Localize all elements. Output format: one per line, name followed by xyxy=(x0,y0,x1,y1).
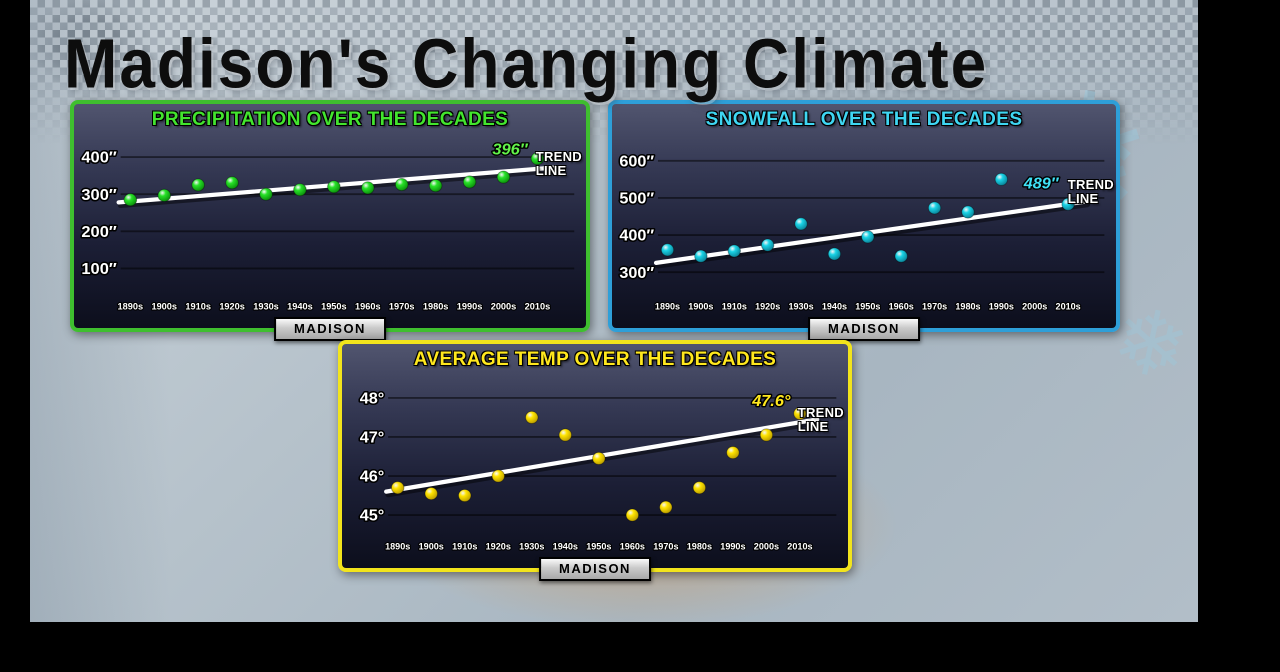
svg-text:1950s: 1950s xyxy=(855,302,880,312)
precipitation-chart: PRECIPITATION OVER THE DECADES 400″ 300″ 2… xyxy=(70,100,590,341)
trend-line-label-word2: LINE xyxy=(1067,191,1099,207)
svg-text:1920s: 1920s xyxy=(486,542,511,552)
svg-text:600″: 600″ xyxy=(619,153,654,171)
svg-text:300″: 300″ xyxy=(619,264,654,282)
svg-text:1890s: 1890s xyxy=(385,542,410,552)
svg-text:100″: 100″ xyxy=(81,260,117,278)
svg-text:400″: 400″ xyxy=(81,149,117,167)
svg-text:1940s: 1940s xyxy=(822,302,847,312)
svg-text:1910s: 1910s xyxy=(722,302,747,312)
svg-text:500″: 500″ xyxy=(619,190,654,208)
trend-line-label: TREND LINE xyxy=(797,405,844,435)
svg-text:2000s: 2000s xyxy=(1022,302,1047,312)
svg-text:1910s: 1910s xyxy=(452,542,477,552)
svg-text:1890s: 1890s xyxy=(118,302,144,312)
svg-text:1960s: 1960s xyxy=(355,302,381,312)
svg-text:2000s: 2000s xyxy=(491,302,517,312)
svg-text:2010s: 2010s xyxy=(787,542,812,552)
station-tag: MADISON xyxy=(274,317,386,341)
svg-text:1900s: 1900s xyxy=(688,302,713,312)
svg-text:1920s: 1920s xyxy=(219,302,245,312)
svg-text:400″: 400″ xyxy=(619,227,654,245)
trend-line-label: TREND LINE xyxy=(1067,177,1114,207)
svg-text:1970s: 1970s xyxy=(922,302,947,312)
svg-text:1960s: 1960s xyxy=(889,302,914,312)
trend-line-label-word1: TREND xyxy=(1067,177,1114,192)
precipitation-plot: 400″ 300″ 200″ 100″ 1890s 1900s 1910s 1920s 1930… xyxy=(80,139,575,313)
svg-text:1890s: 1890s xyxy=(655,302,680,312)
svg-text:47.6°: 47.6° xyxy=(751,392,791,410)
svg-text:1930s: 1930s xyxy=(519,542,544,552)
page-title: Madison's Changing Climate xyxy=(64,25,989,103)
svg-text:300″: 300″ xyxy=(81,186,117,204)
average-temp-plot: 48° 47° 46° 45° 1890s 1900s 1910s 1920s 1930s 194… xyxy=(358,388,837,553)
snowfall-plot: 600″ 500″ 400″ 300″ 1890s 1900s 1910s 1920s 1930… xyxy=(618,151,1105,313)
svg-text:1950s: 1950s xyxy=(321,302,347,312)
svg-text:47°: 47° xyxy=(360,429,385,447)
broadcast-stage: ❄ ❄ Madison's Changing Climate PRECIPITA… xyxy=(30,0,1198,622)
svg-text:1920s: 1920s xyxy=(755,302,780,312)
svg-text:1990s: 1990s xyxy=(720,542,745,552)
svg-text:45°: 45° xyxy=(360,507,385,525)
svg-text:2000s: 2000s xyxy=(754,542,779,552)
svg-text:1910s: 1910s xyxy=(185,302,211,312)
station-tag: MADISON xyxy=(539,557,651,581)
trend-line-label-word2: LINE xyxy=(797,419,829,435)
svg-text:1960s: 1960s xyxy=(620,542,645,552)
station-tag: MADISON xyxy=(808,317,920,341)
svg-text:1950s: 1950s xyxy=(586,542,611,552)
svg-text:2010s: 2010s xyxy=(1056,302,1081,312)
svg-text:489″: 489″ xyxy=(1023,175,1060,193)
trend-line-label: TREND LINE xyxy=(535,149,582,179)
svg-text:1980s: 1980s xyxy=(955,302,980,312)
svg-text:1980s: 1980s xyxy=(423,302,449,312)
svg-text:48°: 48° xyxy=(360,390,385,408)
svg-text:1990s: 1990s xyxy=(989,302,1014,312)
svg-text:1900s: 1900s xyxy=(419,542,444,552)
svg-text:1930s: 1930s xyxy=(253,302,279,312)
chart-title: PRECIPITATION OVER THE DECADES xyxy=(151,109,509,130)
svg-text:1990s: 1990s xyxy=(457,302,483,312)
svg-text:1930s: 1930s xyxy=(788,302,813,312)
snowfall-chart: SNOWFALL OVER THE DECADES 600″ 500″ 400″ 30… xyxy=(608,100,1120,341)
svg-text:1900s: 1900s xyxy=(151,302,177,312)
svg-text:200″: 200″ xyxy=(81,223,117,241)
trend-line-label-word1: TREND xyxy=(797,405,844,420)
trend-line-label-word1: TREND xyxy=(535,149,582,164)
trend-line-label-word2: LINE xyxy=(535,163,567,179)
svg-text:1940s: 1940s xyxy=(287,302,313,312)
svg-text:1970s: 1970s xyxy=(389,302,415,312)
svg-text:1940s: 1940s xyxy=(553,542,578,552)
svg-text:1970s: 1970s xyxy=(653,542,678,552)
average-temp-chart: AVERAGE TEMP OVER THE DECADES 48° 47° 46° 4… xyxy=(338,340,852,581)
svg-text:46°: 46° xyxy=(360,468,385,486)
chart-title: AVERAGE TEMP OVER THE DECADES xyxy=(413,349,777,370)
svg-text:396″: 396″ xyxy=(492,141,529,159)
svg-text:2010s: 2010s xyxy=(525,302,551,312)
svg-text:1980s: 1980s xyxy=(687,542,712,552)
chart-title: SNOWFALL OVER THE DECADES xyxy=(705,109,1023,130)
